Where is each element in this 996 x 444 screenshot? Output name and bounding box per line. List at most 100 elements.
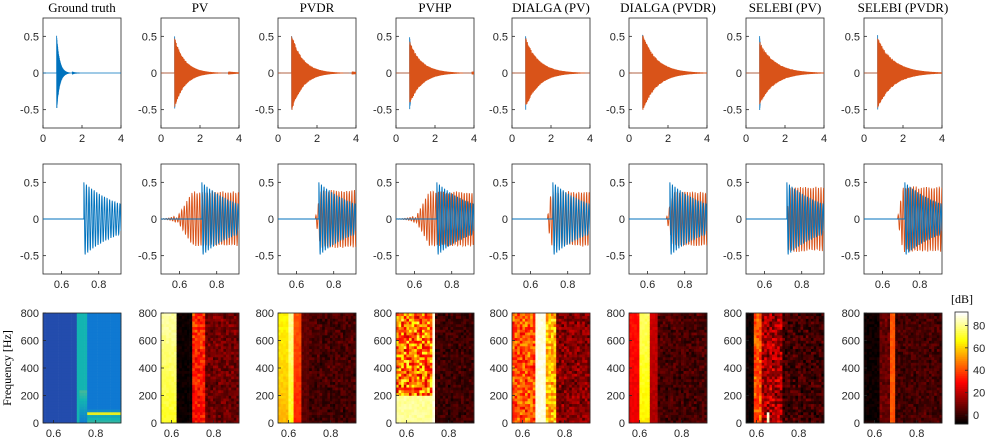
heatmap-cell xyxy=(335,412,339,416)
heatmap-cell xyxy=(50,395,54,399)
heatmap-cell xyxy=(92,384,96,388)
heatmap-cell xyxy=(327,346,331,350)
heatmap-cell xyxy=(184,384,188,388)
heatmap-cell xyxy=(335,395,339,399)
heatmap-cell xyxy=(84,351,88,355)
heatmap-cell xyxy=(317,384,320,388)
heatmap-cell xyxy=(280,346,284,350)
x-tick-label: 2 xyxy=(665,133,671,145)
heatmap-cell xyxy=(179,392,183,396)
heatmap-cell xyxy=(353,337,357,341)
heatmap-cell xyxy=(398,398,402,402)
y-tick-label: -0.5 xyxy=(723,105,742,117)
heatmap-cell xyxy=(296,412,300,416)
heatmap-cell xyxy=(163,412,167,416)
heatmap-cell xyxy=(210,381,214,385)
heatmap-cell xyxy=(236,346,240,350)
heatmap-cell xyxy=(97,368,101,372)
heatmap-cell xyxy=(69,384,72,388)
heatmap-cell xyxy=(288,348,292,352)
heatmap-cell xyxy=(335,362,339,366)
heatmap-cell xyxy=(458,362,462,366)
heatmap-cell xyxy=(168,321,172,325)
heatmap-cell xyxy=(314,414,318,418)
heatmap-cell xyxy=(171,359,175,363)
heatmap-cell xyxy=(82,335,85,339)
heatmap-cell xyxy=(327,332,331,336)
heatmap-cell xyxy=(401,340,405,344)
heatmap-cell xyxy=(97,321,101,325)
heatmap-cell xyxy=(200,406,203,410)
heatmap-cell xyxy=(463,324,467,328)
heatmap-cell xyxy=(285,381,289,385)
heatmap-cell xyxy=(48,321,52,325)
heatmap-cell xyxy=(210,346,214,350)
heatmap-cell xyxy=(231,326,235,330)
heatmap-cell xyxy=(200,412,203,416)
heatmap-cell xyxy=(317,417,320,421)
heatmap-cell xyxy=(63,387,67,391)
heatmap-cell xyxy=(181,340,185,344)
heatmap-cell xyxy=(74,414,78,418)
heatmap-cell xyxy=(184,417,188,421)
heatmap-cell xyxy=(174,420,177,424)
heatmap-cell xyxy=(82,321,85,325)
heatmap-cell xyxy=(332,335,336,339)
heatmap-cell xyxy=(168,381,172,385)
heatmap-cell xyxy=(422,318,425,322)
heatmap-cell xyxy=(71,370,75,374)
heatmap-cell xyxy=(283,354,287,358)
heatmap-cell xyxy=(102,379,106,383)
heatmap-cell xyxy=(82,315,85,319)
heatmap-cell xyxy=(435,370,438,374)
x-tick-label: 0.6 xyxy=(875,279,890,291)
heatmap-cell xyxy=(197,324,201,328)
heatmap-cell xyxy=(105,321,109,325)
heatmap-cell xyxy=(337,348,341,352)
heatmap-cell xyxy=(97,398,101,402)
heatmap-cell xyxy=(314,362,318,366)
heatmap-cell xyxy=(461,387,464,391)
heatmap-cell xyxy=(194,315,198,319)
heatmap-cell xyxy=(304,326,307,330)
heatmap-cell xyxy=(317,329,320,333)
y-tick-label: 600 xyxy=(139,336,157,348)
heatmap-cell xyxy=(84,409,88,413)
heatmap-cell xyxy=(97,348,101,352)
heatmap-cell xyxy=(330,368,333,372)
heatmap-cell xyxy=(115,409,119,413)
heatmap-cell xyxy=(324,326,328,330)
heatmap-cell xyxy=(317,315,320,319)
heatmap-cell xyxy=(223,354,227,358)
heatmap-cell xyxy=(466,417,470,421)
full-signal-panel: 0 2 4-0.500.5 xyxy=(489,17,593,145)
heatmap-cell xyxy=(82,381,85,385)
heatmap-cell xyxy=(43,326,46,330)
heatmap-cell xyxy=(166,357,170,361)
heatmap-cell xyxy=(174,401,177,405)
heatmap-cell xyxy=(424,321,428,325)
heatmap-cell xyxy=(92,381,96,385)
heatmap-cell xyxy=(166,346,170,350)
heatmap-cell xyxy=(424,420,428,424)
heatmap-cell xyxy=(163,406,167,410)
heatmap-cell xyxy=(293,346,297,350)
heatmap-cell xyxy=(168,384,172,388)
heatmap-cell xyxy=(304,395,307,399)
heatmap-cell xyxy=(288,370,292,374)
heatmap-cell xyxy=(309,412,313,416)
heatmap-cell xyxy=(437,409,441,413)
heatmap-cell xyxy=(197,340,201,344)
heatmap-cell xyxy=(207,337,211,341)
reconstruction-line xyxy=(161,38,239,107)
heatmap-cell xyxy=(53,340,57,344)
heatmap-cell xyxy=(283,351,287,355)
heatmap-cell xyxy=(210,409,214,413)
heatmap-cell xyxy=(350,315,354,319)
heatmap-cell xyxy=(69,354,72,358)
heatmap-cell xyxy=(278,387,281,391)
heatmap-cell xyxy=(416,351,420,355)
heatmap-cell xyxy=(179,409,183,413)
heatmap-cell xyxy=(450,359,454,363)
y-tick-label: -0.5 xyxy=(20,105,39,117)
